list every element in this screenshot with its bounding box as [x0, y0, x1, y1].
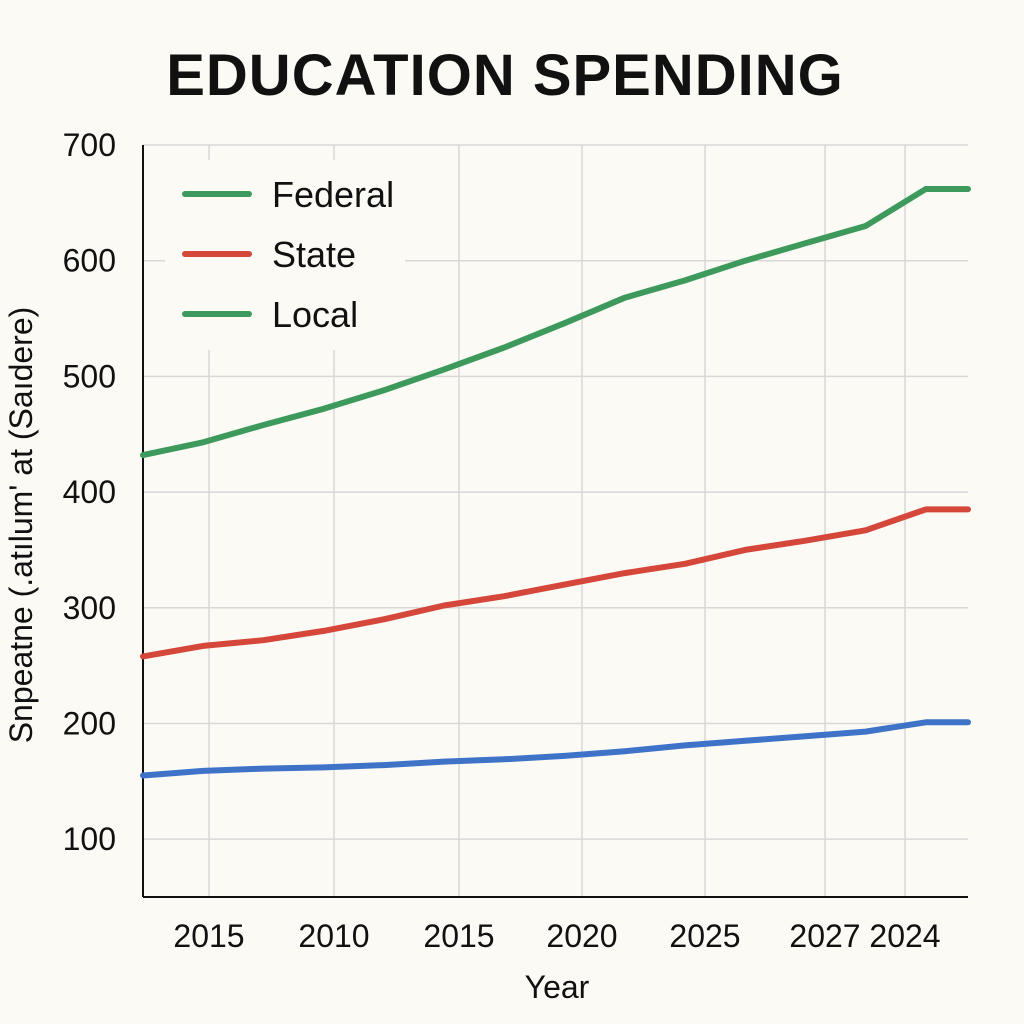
series — [140, 186, 971, 779]
y-tick-label: 400 — [63, 474, 116, 510]
x-tick-label: 2010 — [298, 918, 369, 954]
y-tick-label: 100 — [63, 821, 116, 857]
y-tick-label: 500 — [63, 358, 116, 394]
legend: Federal State Local — [165, 160, 405, 350]
y-tick-label: 700 — [63, 127, 116, 163]
y-axis-label: Snpeatne (.atılum' at (Saıdere) — [3, 307, 39, 744]
y-tick-label: 300 — [63, 590, 116, 626]
axes: 100 200 300 400 500 600 700 2015 2010 2015 2020 202… — [63, 127, 968, 954]
x-tick-label: 2024 — [869, 918, 940, 954]
legend-label-local: Local — [272, 294, 358, 335]
series-line-federal — [140, 186, 971, 459]
x-tick-label: 2025 — [669, 918, 740, 954]
x-tick-label: 2020 — [546, 918, 617, 954]
x-tick-label: 2015 — [423, 918, 494, 954]
series-line-unlabeled — [140, 719, 971, 779]
x-axis-label: Year — [525, 969, 590, 1005]
x-tick-label: 2015 — [173, 918, 244, 954]
y-tick-label: 200 — [63, 705, 116, 741]
chart-title: EDUCATION SPENDING — [166, 43, 844, 108]
x-tick-label: 2027 — [789, 918, 860, 954]
legend-label-state: State — [272, 234, 356, 275]
y-tick-label: 600 — [63, 243, 116, 279]
series-line-state — [140, 506, 971, 660]
legend-label-federal: Federal — [272, 174, 394, 215]
